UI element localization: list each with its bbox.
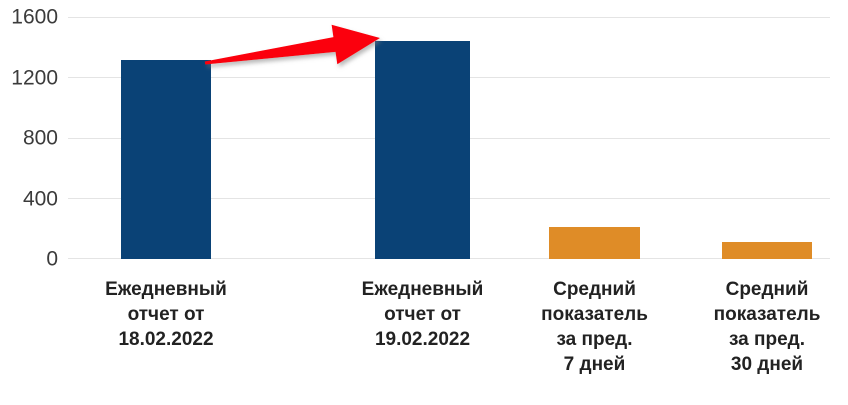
y-tick-label-400: 400 (22, 187, 58, 210)
bar-daily-report-18-02-2022 (121, 60, 211, 259)
category-label-average-previous-7-days: Средний показатель за пред. 7 дней (541, 279, 648, 375)
y-axis: 1600 1200 800 400 0 (0, 7, 58, 270)
category-label-daily-report-18-02-2022: Ежедневный отчет от 18.02.2022 (105, 279, 227, 350)
y-tick-label-1600: 1600 (11, 5, 58, 29)
category-label-average-previous-30-days: Средний показатель за пред. 30 дней (713, 279, 821, 375)
bar-daily-report-19-02-2022 (375, 41, 470, 259)
y-tick-label-0: 0 (46, 247, 58, 271)
x-axis-category-labels: Ежедневный отчет от 18.02.2022 Ежедневны… (68, 277, 830, 402)
y-tick-label-1200: 1200 (11, 66, 58, 89)
category-label-daily-report-19-02-2022: Ежедневный отчет от 19.02.2022 (361, 279, 484, 350)
bar-average-previous-7-days (549, 226, 640, 259)
bar-average-previous-30-days (722, 242, 812, 259)
plot-area (68, 17, 830, 259)
gridline-1600 (68, 17, 830, 18)
y-tick-label-800: 800 (22, 126, 58, 150)
